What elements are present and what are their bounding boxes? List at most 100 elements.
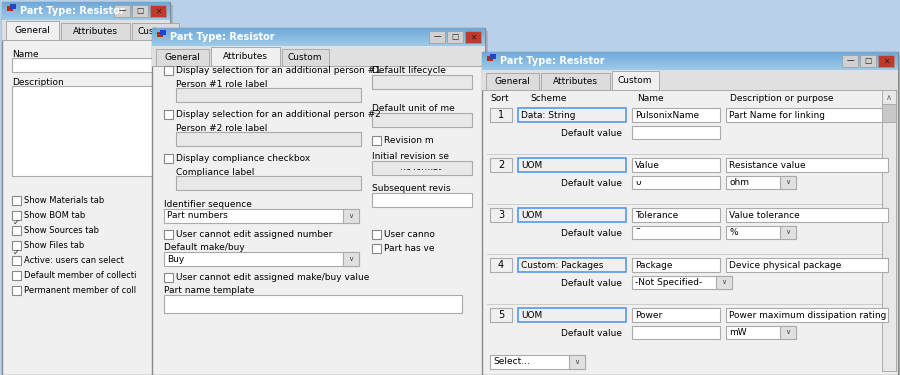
Bar xyxy=(152,36,485,37)
Bar xyxy=(2,5,170,6)
Text: ∨: ∨ xyxy=(574,359,580,365)
Text: Sort: Sort xyxy=(490,94,508,103)
Text: ✓: ✓ xyxy=(13,248,20,257)
Bar xyxy=(490,208,512,222)
Bar xyxy=(164,154,173,163)
Bar xyxy=(164,252,359,266)
Text: Part numbers: Part numbers xyxy=(167,211,228,220)
Bar xyxy=(372,161,472,175)
Bar xyxy=(2,10,170,11)
Bar xyxy=(482,58,898,59)
Text: Description or purpose: Description or purpose xyxy=(730,94,833,103)
Text: -Not Specified-: -Not Specified- xyxy=(635,278,702,287)
Text: Validated by: Validated by xyxy=(179,135,231,144)
Bar xyxy=(518,108,626,122)
Text: Custom: Custom xyxy=(617,76,652,85)
Bar xyxy=(131,23,178,40)
Text: General: General xyxy=(494,77,530,86)
Text: Default value: Default value xyxy=(561,279,622,288)
Text: Initial revision se: Initial revision se xyxy=(372,152,449,161)
Text: Resistor, {Value}{Value++} {Tolerance}{Tolerance++} {Power}{Power++} {Pack: Resistor, {Value}{Value++} {Tolerance}{T… xyxy=(167,300,523,309)
Bar xyxy=(12,241,21,250)
Bar xyxy=(482,69,898,70)
Bar xyxy=(482,54,898,55)
Bar xyxy=(157,32,163,37)
Bar xyxy=(211,47,280,66)
Text: Subsequent revis: Subsequent revis xyxy=(372,184,451,193)
Bar xyxy=(152,43,485,44)
Text: Scheme: Scheme xyxy=(530,94,566,103)
Text: ∨: ∨ xyxy=(786,330,790,336)
Text: Part Name for linking: Part Name for linking xyxy=(729,111,825,120)
Text: 2: 2 xyxy=(635,228,641,237)
Bar xyxy=(780,176,796,189)
Bar xyxy=(2,8,170,9)
Text: Description: Description xyxy=(12,78,64,87)
Bar xyxy=(569,355,585,369)
Bar xyxy=(2,7,170,8)
Text: Revision m: Revision m xyxy=(384,136,434,145)
Bar xyxy=(150,5,166,17)
Bar xyxy=(878,55,894,67)
Text: Power: Power xyxy=(635,310,662,320)
Bar xyxy=(164,230,173,239)
Bar xyxy=(152,29,485,30)
Text: Default value: Default value xyxy=(561,178,622,188)
Bar xyxy=(343,209,359,223)
Bar xyxy=(2,2,170,3)
Bar xyxy=(2,11,170,12)
Text: ✕: ✕ xyxy=(883,57,889,66)
Text: Display selection for an additional person #1: Display selection for an additional pers… xyxy=(176,66,381,75)
Bar xyxy=(882,90,896,371)
Bar xyxy=(12,286,21,295)
Bar xyxy=(632,158,720,172)
Text: ∨: ∨ xyxy=(722,279,726,285)
Bar xyxy=(176,132,361,146)
Bar xyxy=(541,73,609,90)
Bar xyxy=(12,86,160,176)
Bar xyxy=(632,108,720,122)
Text: ohm: ohm xyxy=(729,178,749,187)
Text: 3: 3 xyxy=(498,210,504,220)
Bar xyxy=(152,44,485,45)
Bar xyxy=(2,3,170,4)
Bar xyxy=(372,244,381,253)
Text: ✕: ✕ xyxy=(470,33,476,42)
Text: Show Files tab: Show Files tab xyxy=(24,241,85,250)
Text: Value tolerance: Value tolerance xyxy=(729,210,800,219)
Bar xyxy=(482,64,898,65)
Bar xyxy=(156,49,209,66)
Bar xyxy=(12,226,21,235)
Text: Default value: Default value xyxy=(561,129,622,138)
Bar xyxy=(164,110,173,119)
Bar xyxy=(482,68,898,69)
Bar xyxy=(152,39,485,40)
Bar xyxy=(486,73,538,90)
Bar xyxy=(7,6,13,11)
Bar xyxy=(2,18,170,19)
Text: □: □ xyxy=(864,57,871,66)
Bar xyxy=(60,23,130,40)
Bar xyxy=(518,208,626,222)
Bar xyxy=(12,271,21,280)
Bar xyxy=(6,21,58,40)
Bar xyxy=(632,208,720,222)
Bar xyxy=(152,37,485,38)
Text: Default make/buy: Default make/buy xyxy=(164,243,245,252)
Bar xyxy=(176,176,361,190)
Text: mW: mW xyxy=(729,328,747,337)
Bar xyxy=(372,75,472,89)
Text: User canno: User canno xyxy=(384,230,435,239)
Bar xyxy=(726,208,888,222)
Bar xyxy=(482,56,898,57)
Text: ∨: ∨ xyxy=(786,180,790,186)
Bar xyxy=(12,196,21,205)
Bar xyxy=(2,17,170,18)
Text: each: each xyxy=(375,116,395,124)
Bar xyxy=(632,276,732,289)
Text: Resistor: Resistor xyxy=(15,60,51,69)
Text: Show BOM tab: Show BOM tab xyxy=(24,211,86,220)
Bar xyxy=(152,33,485,34)
Bar xyxy=(611,71,659,90)
Bar xyxy=(632,258,720,272)
